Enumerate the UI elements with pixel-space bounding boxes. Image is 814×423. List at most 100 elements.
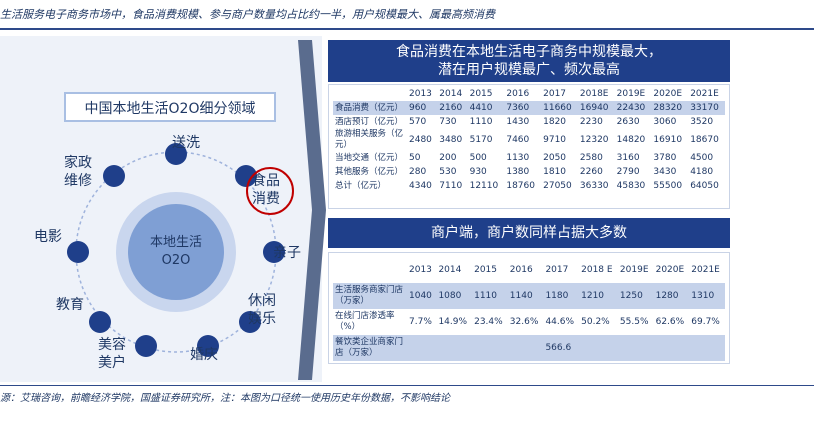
table-cell: 1380 [506, 167, 530, 177]
table-cell [507, 335, 544, 361]
market-size-table: 2013 2014 2015 2016 2017 2018E 2019E 2020E 2021E… [333, 87, 725, 193]
segment-label: 送洗 [172, 135, 200, 151]
table-cell: 28320 [651, 101, 689, 115]
table-cell: 55.5% [619, 317, 649, 327]
table-cell: 1810 [543, 167, 567, 177]
year-header: 2021E [691, 265, 720, 275]
table-cell: 2160 [437, 101, 468, 115]
table-cell: 45830 [616, 181, 646, 191]
segment-label: 休闲 娱乐 [248, 293, 276, 327]
center-label-line1: 本地生活 [150, 235, 202, 250]
merchant-table: 2013 2014 2015 2016 2017 2018 E 2019E 2020E 2021… [333, 257, 725, 361]
table-cell: 3520 [690, 117, 714, 127]
header-corner [333, 87, 407, 101]
row-label: 总计（亿元） [335, 180, 387, 191]
food-highlight-ring [246, 167, 294, 215]
table-cell: 4180 [690, 167, 714, 177]
table-cell: 44.6% [545, 317, 575, 327]
table-cell: 14820 [616, 135, 646, 145]
table-cell: 50.2% [581, 317, 610, 327]
table2-title-text: 商户端，商户数同样占据大多数 [431, 225, 627, 241]
row-label: 当地交通（亿元） [335, 152, 404, 163]
table-row: 旅游相关服务（亿元） 2480 3480 5170 7460 9710 12320 14820… [333, 129, 725, 151]
table-cell: 500 [469, 153, 487, 163]
table-cell: 3480 [439, 135, 463, 145]
table-cell: 22430 [614, 101, 652, 115]
o2o-orbit-diagram: 本地生活 O2O [67, 143, 285, 357]
year-header: 2019E [616, 89, 646, 99]
table-cell: 570 [409, 117, 427, 127]
table2-container: 2013 2014 2015 2016 2017 2018 E 2019E 2020E 2021… [328, 252, 730, 364]
orbit-dot [263, 241, 285, 263]
table-cell: 4410 [467, 101, 505, 115]
year-header: 2020E [655, 265, 685, 275]
year-header: 2020E [653, 89, 683, 99]
segment-label: 美容 美户 [98, 337, 126, 371]
table-cell: 32.6% [509, 317, 539, 327]
table-cell: 7460 [506, 135, 530, 145]
orbit-dot [103, 165, 125, 187]
table2-title: 商户端，商户数同样占据大多数 [328, 218, 730, 248]
header-text: 生活服务电子商务市场中，食品消费规模、参与商户数量均占比约一半，用户规模最大、属… [0, 8, 495, 21]
table-cell: 960 [407, 101, 438, 115]
table-cell: 3060 [653, 117, 677, 127]
orbit-dot [165, 143, 187, 165]
table-row: 生活服务商家门店（万家） 1040 1080 1110 1140 1180 1210 1250… [333, 283, 725, 309]
table-cell: 36330 [579, 181, 609, 191]
table-cell: 4340 [409, 181, 432, 191]
year-header: 2015 [469, 89, 493, 99]
table-cell: 55500 [653, 181, 683, 191]
table-cell: 3780 [653, 153, 677, 163]
table-cell: 1040 [407, 283, 437, 309]
segment-label: 亲子 [273, 245, 301, 261]
table-cell: 14.9% [438, 317, 468, 327]
table-cell: 11660 [541, 101, 578, 115]
chevron-divider [298, 40, 326, 380]
table-cell [689, 335, 725, 361]
table-cell: 1310 [689, 283, 725, 309]
segment-label: 教育 [56, 297, 84, 313]
table-cell: 1110 [469, 117, 493, 127]
center-label-line2: O2O [162, 253, 191, 268]
table-cell: 280 [409, 167, 427, 177]
year-header: 2014 [438, 265, 462, 275]
table-cell: 12320 [579, 135, 609, 145]
segment-label: 家政 维修 [64, 155, 92, 189]
table-row: 总计（亿元） 4340 7110 12110 18760 27050 36330 45830 5… [333, 179, 725, 193]
center-circle-inner [128, 204, 224, 300]
table-cell: 2480 [409, 135, 432, 145]
page-footer: 源：艾瑞咨询，前瞻经济学院，国盛证券研究所，注：本图为口径统一使用历史年份数据，… [0, 385, 814, 404]
footer-text: 源：艾瑞咨询，前瞻经济学院，国盛证券研究所，注：本图为口径统一使用历史年份数据，… [0, 393, 450, 404]
table-cell [617, 335, 654, 361]
table-cell: 2580 [579, 153, 603, 163]
page-header: 生活服务电子商务市场中，食品消费规模、参与商户数量均占比约一半，用户规模最大、属… [0, 0, 814, 30]
year-header: 2018E [579, 89, 609, 99]
table-row: 餐饮类企业商家门店（万家） 566.6 [333, 335, 725, 361]
table-header-row: 2013 2014 2015 2016 2017 2018 E 2019E 2020E 2021… [333, 257, 725, 283]
table-cell: 16940 [577, 101, 615, 115]
row-label: 食品消费（亿元） [333, 101, 407, 115]
table-row: 其他服务（亿元） 280 530 930 1380 1810 2260 2790 3430 418… [333, 165, 725, 179]
year-header: 2016 [509, 265, 533, 275]
table-row: 食品消费（亿元） 960 2160 4410 7360 11660 16940 22430 28… [333, 101, 725, 115]
table-cell: 4500 [690, 153, 714, 163]
table-cell: 23.4% [474, 317, 503, 327]
year-header: 2013 [409, 265, 432, 275]
table-cell: 1250 [617, 283, 654, 309]
year-header: 2021E [690, 89, 719, 99]
table-cell: 7.7% [409, 317, 432, 327]
orbit-dot [135, 335, 157, 357]
table-cell: 5170 [469, 135, 493, 145]
table-cell: 566.6 [543, 335, 580, 361]
table-cell: 730 [439, 117, 457, 127]
table-cell: 3430 [653, 167, 677, 177]
table-cell: 9710 [543, 135, 567, 145]
table-cell: 7360 [504, 101, 542, 115]
year-header: 2017 [543, 89, 567, 99]
table-cell [407, 335, 437, 361]
table-cell: 930 [469, 167, 487, 177]
table-cell: 7110 [439, 181, 463, 191]
table-cell: 2050 [543, 153, 567, 163]
table-cell: 200 [439, 153, 457, 163]
table-cell: 69.7% [691, 317, 720, 327]
